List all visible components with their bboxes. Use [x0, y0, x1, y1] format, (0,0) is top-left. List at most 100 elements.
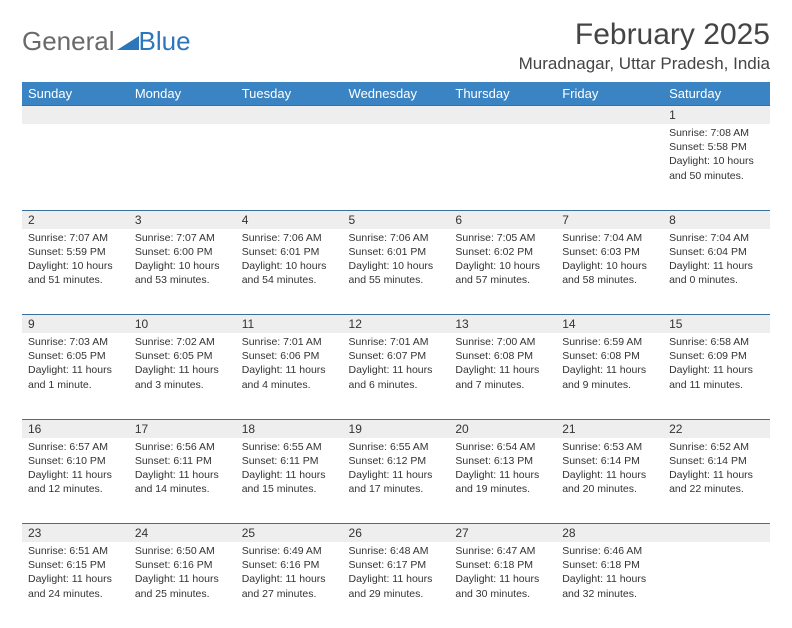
day-number: 22 [663, 419, 770, 438]
sunset-text: Sunset: 6:11 PM [242, 454, 337, 468]
day-cell: Sunrise: 6:48 AMSunset: 6:17 PMDaylight:… [343, 542, 450, 628]
sunrise-text: Sunrise: 6:48 AM [349, 544, 444, 558]
day-number: 7 [556, 210, 663, 229]
day-content-row: Sunrise: 7:08 AMSunset: 5:58 PMDaylight:… [22, 124, 770, 210]
daylight-text: and 24 minutes. [28, 587, 123, 601]
sunset-text: Sunset: 6:15 PM [28, 558, 123, 572]
daylight-text: and 12 minutes. [28, 482, 123, 496]
day-cell: Sunrise: 6:47 AMSunset: 6:18 PMDaylight:… [449, 542, 556, 628]
day-number: 26 [343, 524, 450, 543]
day-number [556, 106, 663, 125]
sunrise-text: Sunrise: 7:00 AM [455, 335, 550, 349]
sunrise-text: Sunrise: 7:07 AM [135, 231, 230, 245]
sunset-text: Sunset: 6:18 PM [562, 558, 657, 572]
sunrise-text: Sunrise: 6:55 AM [242, 440, 337, 454]
daylight-text: and 14 minutes. [135, 482, 230, 496]
daylight-text: Daylight: 11 hours [349, 572, 444, 586]
sunrise-text: Sunrise: 7:01 AM [349, 335, 444, 349]
day-cell: Sunrise: 7:04 AMSunset: 6:04 PMDaylight:… [663, 229, 770, 315]
day-number: 18 [236, 419, 343, 438]
daylight-text: and 58 minutes. [562, 273, 657, 287]
daylight-text: Daylight: 10 hours [349, 259, 444, 273]
daylight-text: and 19 minutes. [455, 482, 550, 496]
daylight-text: and 1 minute. [28, 378, 123, 392]
brand-word-1: General [22, 26, 115, 57]
day-cell: Sunrise: 7:04 AMSunset: 6:03 PMDaylight:… [556, 229, 663, 315]
sunset-text: Sunset: 6:18 PM [455, 558, 550, 572]
sunset-text: Sunset: 6:08 PM [562, 349, 657, 363]
sunset-text: Sunset: 6:02 PM [455, 245, 550, 259]
daylight-text: and 9 minutes. [562, 378, 657, 392]
daylight-text: and 22 minutes. [669, 482, 764, 496]
month-title: February 2025 [519, 18, 770, 52]
sunrise-text: Sunrise: 6:53 AM [562, 440, 657, 454]
daylight-text: and 51 minutes. [28, 273, 123, 287]
daylight-text: and 3 minutes. [135, 378, 230, 392]
day-content-row: Sunrise: 6:57 AMSunset: 6:10 PMDaylight:… [22, 438, 770, 524]
brand-logo: General Blue [22, 18, 191, 57]
daylight-text: Daylight: 11 hours [455, 572, 550, 586]
sunrise-text: Sunrise: 6:49 AM [242, 544, 337, 558]
daylight-text: and 32 minutes. [562, 587, 657, 601]
day-number: 15 [663, 315, 770, 334]
day-cell [663, 542, 770, 628]
sunset-text: Sunset: 6:03 PM [562, 245, 657, 259]
sunset-text: Sunset: 6:09 PM [669, 349, 764, 363]
day-header: Sunday [22, 82, 129, 106]
brand-word-2: Blue [139, 26, 191, 57]
sunrise-text: Sunrise: 7:01 AM [242, 335, 337, 349]
daylight-text: Daylight: 10 hours [135, 259, 230, 273]
day-number: 27 [449, 524, 556, 543]
daylight-text: Daylight: 11 hours [455, 363, 550, 377]
daylight-text: Daylight: 11 hours [135, 363, 230, 377]
daylight-text: and 30 minutes. [455, 587, 550, 601]
daylight-text: Daylight: 11 hours [669, 363, 764, 377]
daylight-text: and 11 minutes. [669, 378, 764, 392]
day-cell: Sunrise: 6:54 AMSunset: 6:13 PMDaylight:… [449, 438, 556, 524]
daylight-text: Daylight: 11 hours [28, 572, 123, 586]
day-number: 6 [449, 210, 556, 229]
sunset-text: Sunset: 6:04 PM [669, 245, 764, 259]
sunrise-text: Sunrise: 6:57 AM [28, 440, 123, 454]
day-content-row: Sunrise: 6:51 AMSunset: 6:15 PMDaylight:… [22, 542, 770, 628]
day-number: 4 [236, 210, 343, 229]
day-number: 25 [236, 524, 343, 543]
daylight-text: and 7 minutes. [455, 378, 550, 392]
day-cell: Sunrise: 6:50 AMSunset: 6:16 PMDaylight:… [129, 542, 236, 628]
day-number: 13 [449, 315, 556, 334]
sunrise-text: Sunrise: 6:56 AM [135, 440, 230, 454]
daylight-text: Daylight: 11 hours [669, 468, 764, 482]
sunset-text: Sunset: 5:59 PM [28, 245, 123, 259]
day-number: 1 [663, 106, 770, 125]
day-number: 19 [343, 419, 450, 438]
day-number-row: 2345678 [22, 210, 770, 229]
day-number [449, 106, 556, 125]
daylight-text: Daylight: 10 hours [28, 259, 123, 273]
day-cell: Sunrise: 7:07 AMSunset: 6:00 PMDaylight:… [129, 229, 236, 315]
day-number: 2 [22, 210, 129, 229]
day-number: 8 [663, 210, 770, 229]
sunset-text: Sunset: 6:16 PM [135, 558, 230, 572]
daylight-text: Daylight: 11 hours [135, 468, 230, 482]
sunset-text: Sunset: 6:08 PM [455, 349, 550, 363]
day-header: Wednesday [343, 82, 450, 106]
day-number [343, 106, 450, 125]
sunset-text: Sunset: 6:16 PM [242, 558, 337, 572]
day-number: 12 [343, 315, 450, 334]
day-cell: Sunrise: 6:53 AMSunset: 6:14 PMDaylight:… [556, 438, 663, 524]
day-number-row: 232425262728 [22, 524, 770, 543]
daylight-text: Daylight: 10 hours [669, 154, 764, 168]
sunset-text: Sunset: 6:05 PM [28, 349, 123, 363]
daylight-text: Daylight: 11 hours [562, 572, 657, 586]
sunset-text: Sunset: 6:14 PM [669, 454, 764, 468]
daylight-text: Daylight: 11 hours [562, 468, 657, 482]
day-cell: Sunrise: 6:46 AMSunset: 6:18 PMDaylight:… [556, 542, 663, 628]
daylight-text: and 4 minutes. [242, 378, 337, 392]
daylight-text: Daylight: 11 hours [562, 363, 657, 377]
daylight-text: Daylight: 10 hours [242, 259, 337, 273]
daylight-text: Daylight: 11 hours [28, 468, 123, 482]
day-number: 24 [129, 524, 236, 543]
day-cell: Sunrise: 6:58 AMSunset: 6:09 PMDaylight:… [663, 333, 770, 419]
location-subtitle: Muradnagar, Uttar Pradesh, India [519, 54, 770, 74]
day-number: 20 [449, 419, 556, 438]
